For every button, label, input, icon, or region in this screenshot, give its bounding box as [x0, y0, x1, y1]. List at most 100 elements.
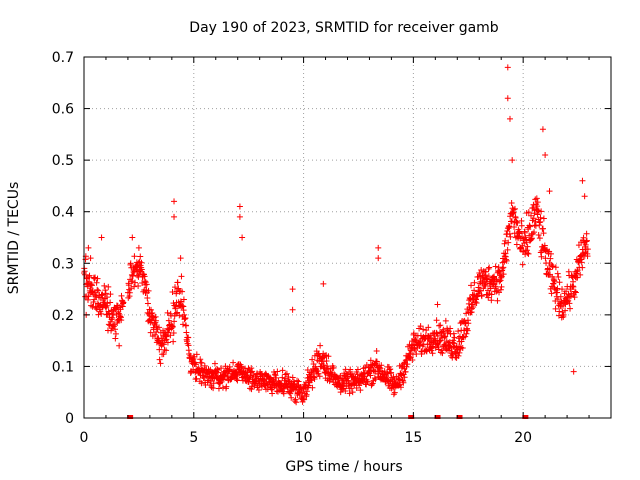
data-point [492, 263, 499, 270]
data-point [375, 255, 382, 262]
data-point [116, 342, 123, 349]
axis-ticks [83, 56, 611, 419]
data-point [236, 203, 243, 210]
data-point [87, 281, 94, 288]
data-point [211, 360, 218, 367]
data-point [156, 346, 163, 353]
data-point [138, 259, 145, 266]
data-point [193, 351, 200, 358]
data-point [511, 205, 518, 212]
data-point [198, 380, 205, 387]
data-point [108, 316, 115, 323]
data-point [137, 253, 144, 260]
data-point [523, 239, 530, 246]
data-point [500, 271, 507, 278]
data-point [551, 277, 558, 284]
data-point [112, 330, 119, 337]
x-tick-label: 10 [295, 430, 313, 446]
data-point [468, 282, 475, 289]
data-point [401, 360, 408, 367]
data-point [584, 246, 591, 253]
data-point [169, 323, 176, 330]
data-point [317, 342, 324, 349]
data-point [118, 292, 125, 299]
data-point [172, 310, 179, 317]
data-point [163, 347, 170, 354]
data-point [579, 264, 586, 271]
data-point [547, 255, 554, 262]
x-axis-label: GPS time / hours [285, 459, 402, 475]
data-point [368, 381, 375, 388]
data-points [81, 64, 591, 419]
data-point [536, 235, 543, 242]
data-point [552, 264, 559, 271]
data-point [316, 373, 323, 380]
y-tick-label: 0.1 [52, 359, 74, 375]
data-point [210, 385, 217, 392]
data-point [572, 289, 579, 296]
data-point [385, 370, 392, 377]
data-point [128, 285, 135, 292]
data-point [450, 330, 457, 337]
data-point [502, 237, 509, 244]
chart-title: Day 190 of 2023, SRMTID for receiver gam… [189, 20, 499, 36]
data-point [153, 328, 160, 335]
data-point [375, 244, 382, 251]
data-point [469, 301, 476, 308]
data-point [464, 327, 471, 334]
data-point [147, 329, 154, 336]
data-point [292, 396, 299, 403]
data-point [471, 279, 478, 286]
data-point [98, 310, 105, 317]
data-point [288, 394, 295, 401]
data-point [436, 322, 443, 329]
zero-marker [434, 415, 441, 419]
data-point [219, 384, 226, 391]
data-point [413, 351, 420, 358]
y-axis-label: SRMTID / TECUs [6, 182, 22, 295]
data-point [433, 317, 440, 324]
data-point [295, 378, 302, 385]
data-point [583, 238, 590, 245]
data-point [182, 315, 189, 322]
data-point [579, 177, 586, 184]
data-point [198, 359, 205, 366]
data-point [481, 282, 488, 289]
data-point [506, 230, 513, 237]
data-point [513, 218, 520, 225]
data-point [233, 372, 240, 379]
data-point [425, 324, 432, 331]
data-point [455, 352, 462, 359]
data-point [183, 322, 190, 329]
data-point [311, 375, 318, 382]
data-point [323, 357, 330, 364]
data-point [180, 296, 187, 303]
data-point [403, 363, 410, 370]
data-point [532, 222, 539, 229]
y-tick-label: 0.6 [52, 102, 74, 118]
data-point [505, 239, 512, 246]
data-point [507, 233, 514, 240]
data-point [404, 361, 411, 368]
data-point [524, 250, 531, 257]
data-point [164, 339, 171, 346]
y-tick-label: 0.3 [52, 256, 74, 272]
zero-marker [408, 415, 415, 419]
data-point [519, 261, 526, 268]
data-point [102, 290, 109, 297]
data-point [266, 374, 273, 381]
data-point [397, 384, 404, 391]
data-point [249, 368, 256, 375]
data-point [179, 288, 186, 295]
data-point [131, 283, 138, 290]
data-point [129, 273, 136, 280]
data-point [438, 347, 445, 354]
data-point [531, 229, 538, 236]
data-point [429, 343, 436, 350]
zero-marker [456, 415, 463, 419]
data-point [528, 235, 535, 242]
data-point [87, 255, 94, 262]
data-point [493, 288, 500, 295]
data-point [494, 297, 501, 304]
data-point [391, 377, 398, 384]
